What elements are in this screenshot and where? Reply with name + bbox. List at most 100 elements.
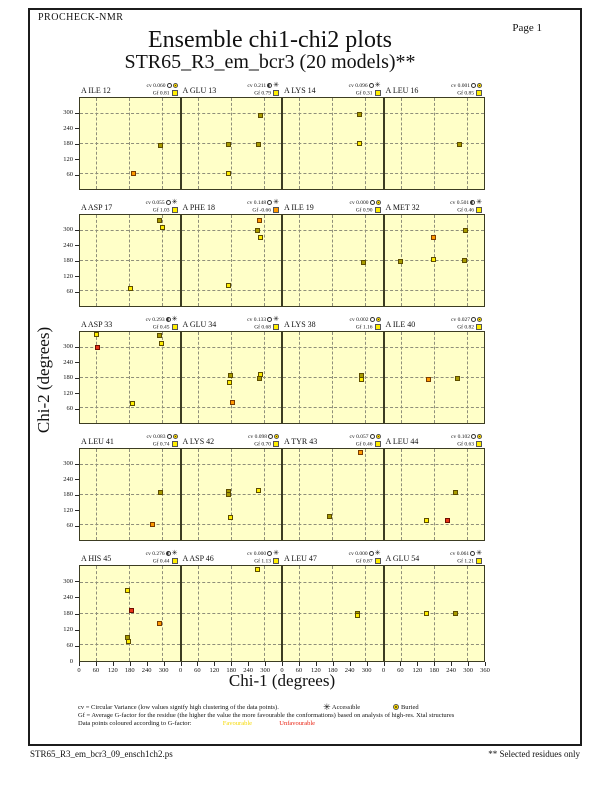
residue-label: A LYS 42 — [182, 437, 215, 446]
gf-line: Gf 1.03 — [79, 206, 178, 214]
gf-square-icon — [476, 557, 482, 564]
cv-line: cv 0.000 ✳ — [282, 550, 381, 558]
cv-circle-icon — [471, 83, 476, 89]
gf-value: Gf 0.79 — [254, 89, 271, 96]
y-tick — [75, 479, 79, 480]
residue-label: A MET 32 — [385, 203, 420, 212]
cv-circle-icon — [368, 83, 374, 89]
gf-line: Gf 0.44 — [79, 557, 178, 565]
cv-circle-icon — [369, 434, 375, 440]
x-tick-label: 60 — [194, 667, 201, 674]
y-tick-label: 60 — [66, 642, 74, 650]
gf-value: Gf 0.81 — [152, 89, 170, 96]
data-point — [150, 522, 155, 528]
y-tick-label: 120 — [63, 272, 73, 280]
y-tick — [75, 362, 79, 363]
cv-circle-icon — [471, 317, 476, 323]
x-tick — [197, 662, 199, 666]
gridline-vertical — [466, 566, 468, 661]
cv-value: cv 0.501 — [450, 200, 470, 206]
data-point — [226, 141, 232, 147]
data-point — [257, 234, 263, 240]
gf-line: Gf 0.31 — [282, 89, 381, 97]
data-point — [453, 610, 459, 616]
gf-value: Gf 0.31 — [355, 89, 373, 96]
y-tick-label: 60 — [66, 405, 74, 412]
y-tick-label: 180 — [63, 257, 73, 264]
gf-square-icon — [374, 89, 381, 96]
cv-circle-icon — [267, 317, 273, 323]
cv-line: cv 0.148 ✳ — [181, 198, 279, 207]
x-tick-label: 300 — [158, 667, 169, 674]
plot-panel — [180, 448, 282, 541]
gf-square-icon — [374, 557, 381, 564]
data-point — [93, 332, 99, 337]
gf-line: Gf 1.21 — [384, 557, 482, 565]
cv-circle-icon — [166, 434, 172, 440]
gridline-horizontal — [283, 113, 383, 114]
data-point — [360, 260, 366, 265]
panel-stats: cv 0.001 Gf 0.85 — [384, 83, 482, 96]
panel-stats: cv 0.027 Gf 0.82 — [384, 317, 482, 330]
gridline-horizontal — [181, 230, 281, 231]
cv-value: cv 0.148 — [247, 200, 267, 206]
cv-circle-icon — [268, 434, 273, 440]
cv-circle-icon — [369, 200, 375, 206]
buried-icon — [172, 434, 178, 440]
data-point — [426, 376, 432, 382]
x-tick — [231, 662, 233, 666]
gf-square-icon — [476, 440, 482, 447]
y-tick-label: 300 — [63, 460, 73, 467]
plot-panel — [383, 214, 485, 307]
x-tick — [129, 662, 131, 666]
cv-line: cv 0.211 ✳ — [181, 82, 279, 90]
plot-panel — [180, 565, 282, 662]
gridline-vertical — [466, 98, 468, 189]
data-point — [444, 517, 450, 523]
gf-square-icon — [171, 206, 178, 213]
gridline-horizontal — [181, 260, 281, 261]
x-tick-label: 300 — [361, 667, 372, 674]
y-tick — [75, 613, 79, 615]
gf-square-icon — [273, 89, 279, 96]
cv-value: cv 0.001 — [451, 83, 470, 89]
footer-note: ** Selected residues only — [488, 749, 580, 759]
accessible-icon: ✳ — [323, 702, 331, 713]
y-tick-label: 120 — [63, 389, 73, 397]
gridline-horizontal — [80, 613, 180, 614]
gf-value: Gf 0.70 — [254, 440, 271, 447]
residue-label: A ILE 12 — [81, 86, 111, 95]
panel-stats: cv 0.098 Gf 0.70 — [181, 434, 279, 447]
gf-line: Gf 0.63 — [384, 440, 482, 448]
gf-value: Gf 0.85 — [457, 89, 474, 96]
y-tick — [75, 143, 79, 145]
data-point — [359, 376, 365, 382]
x-tick — [400, 662, 402, 666]
plot-panel — [383, 97, 485, 190]
data-point — [130, 400, 136, 406]
accessible-icon: ✳ — [273, 198, 279, 207]
buried-icon — [477, 83, 482, 89]
app-name: PROCHECK-NMR — [38, 12, 124, 23]
y-tick-label: 120 — [63, 626, 73, 634]
panel-stats: cv 0.096 ✳ Gf 0.31 — [282, 82, 381, 97]
gridline-vertical — [263, 215, 265, 306]
x-tick-label: 360 — [480, 667, 490, 674]
gridline-vertical — [162, 566, 164, 661]
data-point — [227, 514, 233, 520]
plot-panel — [79, 448, 181, 541]
data-point — [357, 111, 363, 117]
x-tick — [282, 662, 283, 666]
y-tick-label: 60 — [66, 171, 74, 178]
gridline-horizontal — [181, 347, 281, 348]
cv-value: cv 0.057 — [349, 434, 369, 440]
gf-value: Gf 0.45 — [152, 323, 170, 330]
cv-value: cv 0.060 — [146, 83, 166, 89]
residue-label: A LEU 41 — [81, 437, 114, 446]
x-tick-label: 240 — [141, 667, 152, 674]
cv-value: cv 0.083 — [146, 434, 166, 440]
y-tick — [75, 159, 79, 160]
buried-icon — [172, 83, 178, 89]
gridline-horizontal — [384, 230, 484, 231]
data-point — [354, 613, 360, 619]
